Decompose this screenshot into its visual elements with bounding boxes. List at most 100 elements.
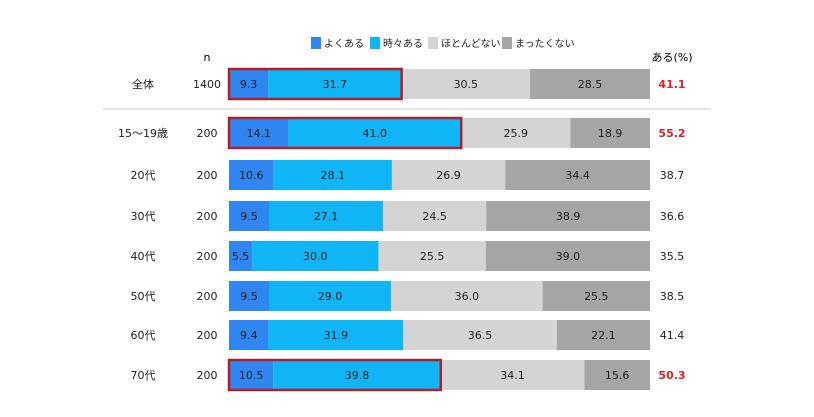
bar-value-label: 34.4 [565, 169, 590, 182]
bar-value-label: 41.0 [363, 127, 388, 140]
row-label: 70代 [131, 369, 156, 382]
row-total: 38.5 [660, 290, 685, 303]
bar-segment [273, 360, 441, 390]
bar-value-label: 15.6 [605, 369, 630, 382]
row-total: 36.6 [660, 210, 685, 223]
bar-segment [229, 118, 289, 148]
row-n: 200 [197, 369, 218, 382]
legend-swatch [428, 37, 438, 49]
bar-value-label: 34.1 [500, 369, 525, 382]
row-label: 40代 [131, 250, 156, 263]
row-n: 200 [197, 169, 218, 182]
bar-segment [542, 281, 650, 311]
legend-swatch [311, 37, 321, 49]
bar-value-label: 29.0 [318, 290, 343, 303]
row-n: 200 [197, 210, 218, 223]
bar-value-label: 10.6 [239, 169, 264, 182]
bar-segment [401, 69, 531, 99]
bar-value-label: 28.5 [578, 78, 603, 91]
bar-value-label: 14.1 [246, 127, 271, 140]
bar-segment [378, 241, 486, 271]
legend: よくある 時々ある ほとんどない まったくない [311, 37, 575, 50]
legend-swatch [502, 37, 512, 49]
legend-label: ほとんどない [441, 38, 501, 50]
bar-segment [485, 241, 650, 271]
legend-label: まったくない [515, 38, 575, 50]
bar-value-label: 31.7 [323, 78, 348, 91]
bar-value-label: 9.5 [240, 210, 258, 223]
bar-value-label: 39.8 [345, 369, 370, 382]
bar-segment [268, 320, 404, 350]
row-total: 41.1 [658, 78, 685, 91]
row-total: 55.2 [658, 127, 685, 140]
bar-value-label: 30.0 [303, 250, 328, 263]
bar-segment [268, 281, 392, 311]
row-label: 全体 [132, 77, 154, 91]
bar-segment [383, 201, 487, 231]
bar-value-label: 25.9 [504, 127, 529, 140]
row-n: 200 [197, 290, 218, 303]
bar-segment [229, 69, 269, 99]
bar-value-label: 36.0 [455, 290, 480, 303]
legend-swatch [370, 37, 380, 49]
highlight-box [227, 67, 403, 101]
legend-label: 時々ある [383, 38, 423, 50]
bar-segment [530, 69, 650, 99]
bar-segment [570, 118, 650, 148]
row-total: 41.4 [660, 329, 685, 342]
bar-segment [461, 118, 571, 148]
bar-value-label: 10.5 [239, 369, 264, 382]
total-column-header: ある(%) [651, 51, 692, 64]
bar-segment [505, 160, 650, 190]
bar-value-label: 26.9 [436, 169, 461, 182]
bar-value-label: 25.5 [584, 290, 609, 303]
row-total: 35.5 [660, 250, 685, 263]
row-label: 30代 [131, 210, 156, 223]
n-column-header: n [204, 51, 211, 64]
bar-segment [268, 201, 384, 231]
bar-segment [229, 360, 274, 390]
bar-segment [229, 201, 269, 231]
row-n: 200 [197, 127, 218, 140]
row-label: 15～19歳 [118, 127, 168, 140]
row-label: 50代 [131, 290, 156, 303]
row-label: 60代 [131, 329, 156, 342]
bar-value-label: 9.4 [240, 329, 258, 342]
bar-segment [288, 118, 462, 148]
bar-value-label: 39.0 [556, 250, 581, 263]
bar-value-label: 31.9 [324, 329, 349, 342]
row-n: 200 [197, 250, 218, 263]
bar-segment [229, 281, 269, 311]
bar-segment [229, 160, 274, 190]
row-label: 20代 [131, 169, 156, 182]
bar-segment [273, 160, 392, 190]
bar-value-label: 36.5 [468, 329, 493, 342]
bar-segment [391, 281, 543, 311]
bar-value-label: 25.5 [420, 250, 445, 263]
bar-segment [268, 69, 402, 99]
bar-segment [556, 320, 650, 350]
row-total: 50.3 [658, 369, 685, 382]
bar-value-label: 24.5 [422, 210, 447, 223]
row-n: 1400 [193, 78, 221, 91]
row-n: 200 [197, 329, 218, 342]
highlight-box [227, 116, 463, 150]
highlight-box [227, 358, 443, 392]
bar-value-label: 9.3 [240, 78, 258, 91]
chart-rows: 全体 1400 9.3 31.7 30.5 28.5 41.1 15～19歳 200 14.1 41… [118, 67, 686, 392]
bar-segment [391, 160, 506, 190]
bar-value-label: 18.9 [598, 127, 623, 140]
bar-segment [486, 201, 650, 231]
legend-label: よくある [324, 38, 364, 50]
bar-segment [584, 360, 650, 390]
bar-value-label: 28.1 [321, 169, 346, 182]
bar-value-label: 5.5 [232, 250, 250, 263]
bar-value-label: 30.5 [454, 78, 479, 91]
bar-segment [229, 320, 269, 350]
bar-segment [229, 241, 253, 271]
bar-segment [440, 360, 585, 390]
bar-value-label: 9.5 [240, 290, 258, 303]
bar-value-label: 27.1 [314, 210, 339, 223]
bar-segment [403, 320, 557, 350]
